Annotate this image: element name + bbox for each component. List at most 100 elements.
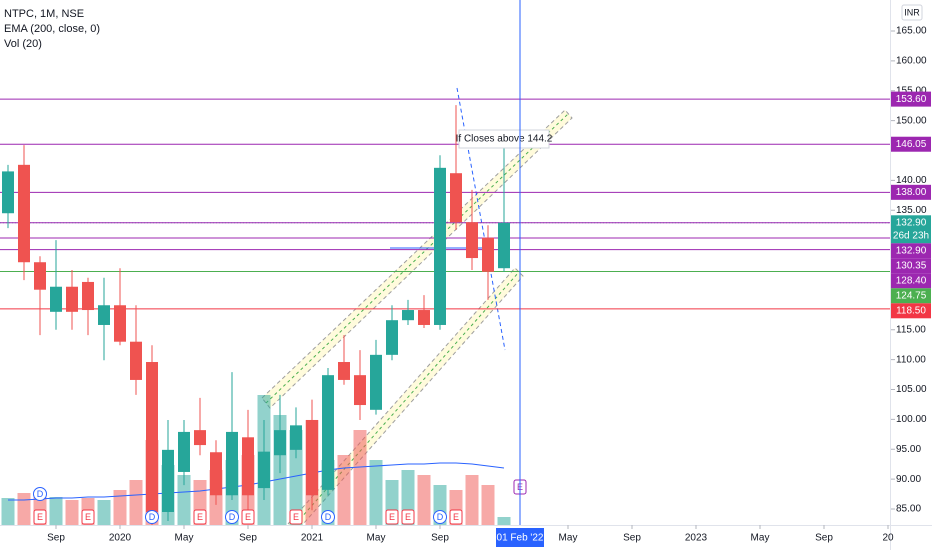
volume-bar: [65, 500, 79, 525]
event-label: E: [197, 512, 203, 522]
annotation: If Closes above 144.2: [456, 134, 553, 145]
event-label: E: [293, 512, 299, 522]
level-label: 153.60: [896, 94, 927, 105]
x-tick-label: 2023: [685, 533, 708, 544]
x-tick-label: May: [559, 533, 578, 544]
level-label: 128.40: [896, 275, 927, 286]
event-label: E: [405, 512, 411, 522]
x-tick-label: Sep: [47, 533, 65, 544]
candle-body: [290, 425, 302, 450]
currency-box[interactable]: [901, 4, 923, 21]
event-marker[interactable]: [145, 510, 159, 524]
level-label-box: [891, 258, 931, 274]
chart-title: NTPC, 1M, NSE: [4, 8, 84, 20]
volume-ma: [8, 462, 505, 501]
volume-bar: [369, 460, 383, 525]
volume-bar: [129, 480, 143, 525]
candle-body: [162, 449, 174, 512]
upper-channel: [261, 109, 573, 409]
event-marker[interactable]: [225, 510, 239, 524]
candle-body: [2, 171, 14, 214]
candle-body: [66, 286, 78, 312]
candle-body: [482, 237, 494, 272]
candle-body: [434, 167, 446, 325]
candle-body: [130, 341, 142, 380]
indicator-label: EMA (200, close, 0): [4, 23, 100, 35]
candle-body: [194, 430, 206, 446]
x-tick-label: May: [751, 533, 770, 544]
volume-bar: [465, 475, 479, 525]
x-tick-label: 20: [882, 533, 894, 544]
event-marker[interactable]: [33, 487, 47, 501]
y-tick-label: 105.00: [896, 384, 927, 395]
candle-body: [114, 305, 126, 342]
candle-body: [226, 431, 238, 496]
upper-channel-mid: [265, 113, 569, 404]
event-marker: [81, 509, 95, 525]
candle-body: [50, 286, 62, 312]
event-label: D: [437, 512, 444, 522]
event-label: D: [37, 489, 44, 499]
event-label: E: [453, 512, 459, 522]
volume-bar: [1, 498, 15, 525]
level-label-box: [891, 243, 931, 259]
candle-body: [274, 430, 286, 456]
indicator-label: Vol (20): [4, 38, 42, 50]
volume-bar: [17, 493, 31, 525]
y-tick-label: 95.00: [896, 444, 921, 455]
candle-body: [370, 354, 382, 410]
event-label: D: [325, 512, 332, 522]
candle-body: [498, 222, 510, 269]
candle-body: [338, 362, 350, 380]
event-label: E: [245, 512, 251, 522]
y-tick-label: 150.00: [896, 115, 927, 126]
candle-body: [306, 419, 318, 496]
event-label: D: [149, 512, 156, 522]
level-label: 132.90: [896, 245, 927, 256]
event-label: D: [229, 512, 236, 522]
x-tick-label: May: [175, 533, 194, 544]
y-tick-label: 110.00: [896, 354, 926, 365]
candle-body: [418, 310, 430, 325]
level-label-box: [891, 288, 931, 304]
volume-bar: [113, 490, 127, 525]
event-marker: [385, 509, 399, 525]
volume-bar: [497, 517, 511, 525]
volume-bar: [289, 430, 303, 525]
volume-bar: [97, 500, 111, 525]
candle-body: [386, 320, 398, 355]
x-tick-label: Sep: [431, 533, 449, 544]
price-pane: If Closes above 144.2DEEDEDEEDEEDEE: [0, 0, 890, 526]
y-tick-label: 85.00: [896, 504, 921, 515]
candle-body: [178, 431, 190, 472]
candle-body: [98, 305, 110, 325]
level-label-box: [891, 273, 931, 289]
y-tick-label: 90.00: [896, 474, 921, 485]
event-marker: [449, 509, 463, 525]
countdown: 26d 23h: [893, 230, 929, 241]
x-tick-label: Sep: [815, 533, 833, 544]
level-label-box: [891, 91, 931, 107]
event-marker[interactable]: [433, 510, 447, 524]
level-label-box: [891, 215, 931, 244]
currency[interactable]: INR: [904, 7, 920, 17]
y-tick-label: 115.00: [896, 324, 926, 335]
event-marker: [401, 509, 415, 525]
y-tick-label: 140.00: [896, 175, 927, 186]
level-label-box: [891, 303, 931, 319]
candle-body: [354, 375, 366, 406]
annotation-box: [458, 129, 550, 149]
candle-body: [322, 375, 334, 490]
crosshair-label: 01 Feb '22: [497, 533, 544, 544]
volume-bar: [353, 430, 367, 525]
level-label: 146.05: [896, 139, 927, 150]
candle-body: [34, 262, 46, 290]
candle-body: [402, 310, 414, 321]
candle-body: [258, 451, 270, 489]
candle-body: [210, 452, 222, 496]
level-label: 132.90: [896, 217, 927, 228]
event-label: E: [389, 512, 395, 522]
level-label: 118.50: [896, 305, 926, 316]
event-marker[interactable]: [321, 510, 335, 524]
